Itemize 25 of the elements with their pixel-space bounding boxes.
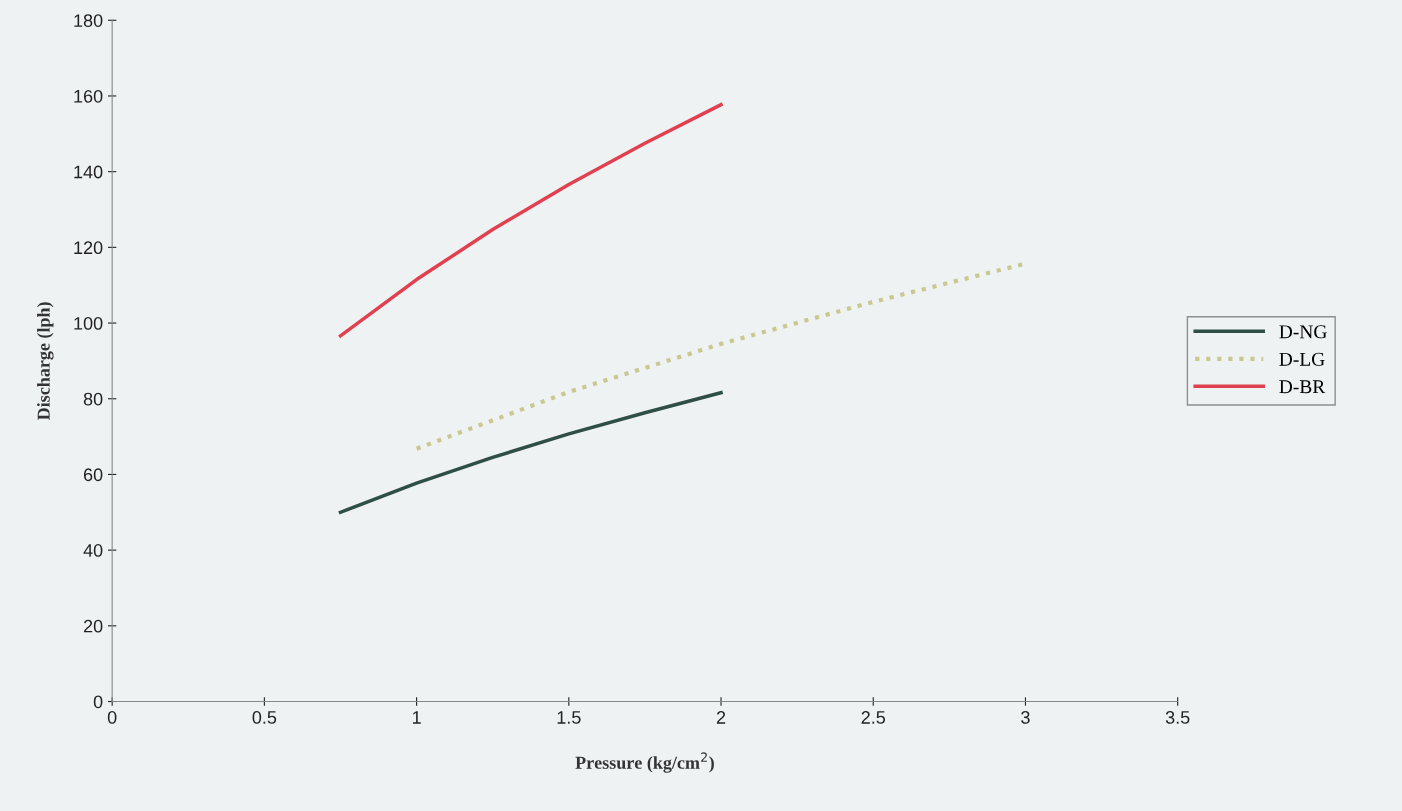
y-tick-label: 100 [74,316,103,330]
y-axis-title: Discharge (lph) [37,302,54,421]
x-tick-label: 2 [716,711,726,724]
y-tick-label: 40 [83,544,103,557]
x-axis-title: Pressure (kg/cm$^{2}$) [575,752,714,773]
x-tick-label: 3 [1021,711,1030,724]
y-tick-label: 160 [74,89,103,103]
legend-label: D-NG [1279,325,1327,339]
y-tick-label: 60 [83,468,103,482]
y-tick-label: 180 [74,14,103,27]
y-tick-label: 120 [74,241,103,255]
y-tick-label: 0 [93,695,103,709]
x-tick-label: 3.5 [1165,711,1190,724]
y-tick-label: 80 [83,392,103,406]
x-tick-label: 0.5 [252,711,277,724]
x-tick-label: 1.5 [557,711,581,724]
x-tick-label: 2.5 [861,711,886,724]
line-series [338,102,723,338]
y-tick-label: 140 [74,165,103,179]
x-tick-label: 0 [107,711,117,724]
legend-label: D-BR [1279,380,1326,394]
y-tick-label: 20 [83,619,103,633]
line-series [338,390,723,515]
x-tick-label: 1 [412,711,421,724]
legend-label: D-LG [1279,352,1325,366]
